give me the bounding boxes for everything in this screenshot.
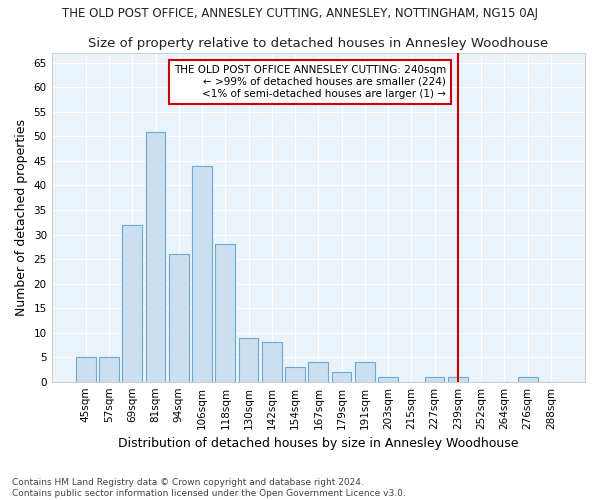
Bar: [169, 254, 188, 382]
X-axis label: Distribution of detached houses by size in Annesley Woodhouse: Distribution of detached houses by size …: [118, 437, 518, 450]
Bar: [239, 338, 259, 382]
Bar: [122, 224, 142, 382]
Bar: [146, 132, 166, 382]
Bar: [518, 377, 538, 382]
Text: THE OLD POST OFFICE, ANNESLEY CUTTING, ANNESLEY, NOTTINGHAM, NG15 0AJ: THE OLD POST OFFICE, ANNESLEY CUTTING, A…: [62, 8, 538, 20]
Bar: [308, 362, 328, 382]
Bar: [425, 377, 445, 382]
Bar: [355, 362, 375, 382]
Text: Contains HM Land Registry data © Crown copyright and database right 2024.
Contai: Contains HM Land Registry data © Crown c…: [12, 478, 406, 498]
Bar: [262, 342, 282, 382]
Text: THE OLD POST OFFICE ANNESLEY CUTTING: 240sqm
← >99% of detached houses are small: THE OLD POST OFFICE ANNESLEY CUTTING: 24…: [174, 66, 446, 98]
Bar: [285, 367, 305, 382]
Bar: [215, 244, 235, 382]
Y-axis label: Number of detached properties: Number of detached properties: [15, 119, 28, 316]
Bar: [99, 357, 119, 382]
Bar: [76, 357, 95, 382]
Bar: [378, 377, 398, 382]
Title: Size of property relative to detached houses in Annesley Woodhouse: Size of property relative to detached ho…: [88, 38, 548, 51]
Bar: [192, 166, 212, 382]
Bar: [448, 377, 468, 382]
Bar: [332, 372, 352, 382]
